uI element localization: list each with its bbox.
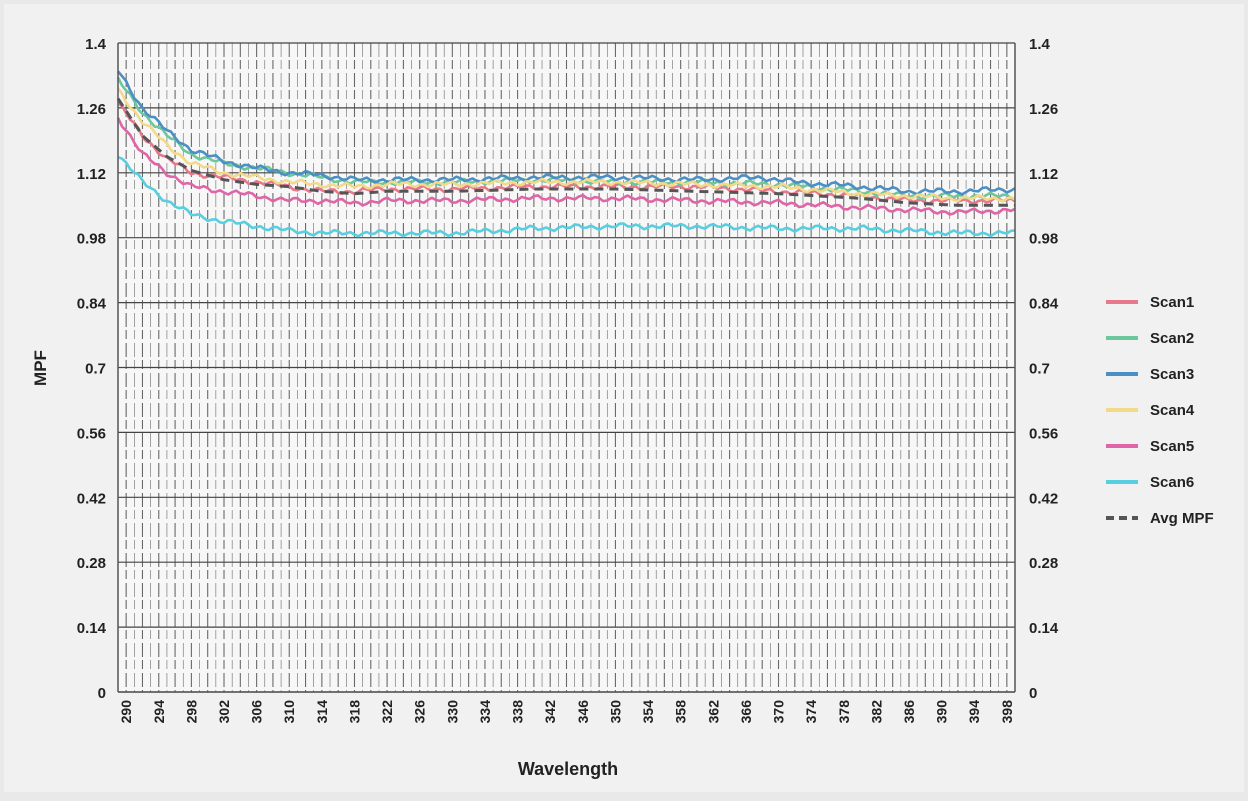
y-tick-label-right: 1.4 <box>1029 36 1051 53</box>
x-tick-label: 338 <box>510 700 526 724</box>
series-line-scan5 <box>116 117 1016 216</box>
series-line-scan4 <box>116 87 1016 203</box>
y-tick-label-right: 0.7 <box>1029 361 1050 378</box>
x-tick-label: 318 <box>346 700 362 724</box>
series-line-avg-mpf <box>116 97 1015 207</box>
y-tick-label: 0.7 <box>85 361 106 378</box>
y-tick-label-right: 0.42 <box>1029 490 1058 507</box>
y-tick-label: 0.56 <box>77 425 106 442</box>
y-tick-label-right: 0.98 <box>1029 231 1058 248</box>
x-tick-label: 346 <box>575 700 591 724</box>
y-tick-label: 1.4 <box>85 36 107 53</box>
x-axis-label: Wavelength <box>518 759 618 779</box>
y-tick-label-right: 1.12 <box>1029 166 1058 183</box>
y-tick-label: 0.98 <box>77 231 106 248</box>
x-tick-label: 378 <box>836 700 852 724</box>
x-tick-label: 382 <box>868 700 884 724</box>
x-tick-label: 394 <box>966 700 982 724</box>
y-tick-label: 0.84 <box>77 296 107 313</box>
legend-label: Scan1 <box>1150 294 1194 311</box>
y-tick-label: 1.12 <box>77 166 106 183</box>
x-tick-label: 342 <box>542 700 558 724</box>
y-tick-label-right: 0.84 <box>1029 296 1059 313</box>
x-tick-label: 358 <box>673 700 689 724</box>
x-tick-label: 398 <box>999 700 1015 724</box>
x-tick-label: 310 <box>281 700 297 724</box>
x-tick-label: 322 <box>379 700 395 724</box>
x-tick-label: 302 <box>216 700 232 724</box>
y-tick-label: 0.14 <box>77 620 107 637</box>
x-tick-label: 326 <box>412 700 428 724</box>
x-tick-label: 306 <box>249 700 265 724</box>
x-tick-label: 374 <box>803 700 819 724</box>
x-tick-label: 362 <box>705 700 721 724</box>
y-tick-label-right: 1.26 <box>1029 101 1058 118</box>
y-tick-label: 0 <box>98 685 106 702</box>
x-tick-label: 298 <box>183 700 199 724</box>
legend-label: Scan6 <box>1150 474 1194 491</box>
x-tick-label: 390 <box>934 700 950 724</box>
series-line-scan3 <box>117 70 1016 196</box>
y-tick-label-right: 0.56 <box>1029 425 1058 442</box>
x-tick-label: 350 <box>607 700 623 724</box>
y-tick-label: 0.28 <box>77 555 106 572</box>
y-tick-label: 0.42 <box>77 490 106 507</box>
y-tick-label-right: 0 <box>1029 685 1037 702</box>
legend: Scan1 Scan2 Scan3 Scan4 Scan5 Scan6 Avg MPF <box>1106 294 1214 527</box>
x-tick-label: 386 <box>901 700 917 724</box>
x-tick-label: 314 <box>314 700 330 724</box>
legend-label: Avg MPF <box>1150 510 1214 527</box>
x-tick-label: 366 <box>738 700 754 724</box>
x-tick-label: 370 <box>771 700 787 724</box>
y-tick-label-right: 0.14 <box>1029 620 1059 637</box>
y-tick-label-right: 0.28 <box>1029 555 1058 572</box>
x-tick-label: 354 <box>640 700 656 724</box>
y-axis-label: MPF <box>31 350 50 386</box>
series-line-scan6 <box>117 155 1016 238</box>
x-tick-label: 294 <box>151 700 167 724</box>
legend-label: Scan4 <box>1150 402 1195 419</box>
x-tick-label: 334 <box>477 700 493 724</box>
y-tick-label: 1.26 <box>77 101 106 118</box>
legend-label: Scan2 <box>1150 330 1194 347</box>
x-tick-label: 330 <box>444 700 460 724</box>
legend-label: Scan5 <box>1150 438 1194 455</box>
x-tick-label: 290 <box>118 700 134 724</box>
legend-label: Scan3 <box>1150 366 1194 383</box>
